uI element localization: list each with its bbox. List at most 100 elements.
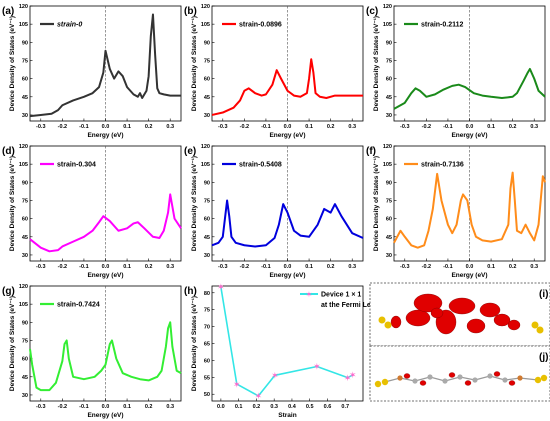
y-tick-label: 65 [204, 342, 210, 348]
y-tick-label: 45 [204, 95, 210, 101]
x-axis-label: Strain [278, 412, 296, 419]
y-axis-label: Device Density of States (eV⁻¹) [191, 156, 198, 251]
series-line [393, 67, 546, 110]
y-tick-label: 30 [204, 253, 210, 259]
chart-panel-6: (f) -0.3 -0.2 -0.1 0.0 0.1 0.2 0.3 30 45 60 75 90 105… [366, 144, 546, 279]
x-axis-label: Energy (eV) [87, 272, 123, 279]
y-axis-label: Device Density of States (eV⁻¹) [9, 296, 16, 391]
x-tick-label: -0.2 [422, 264, 431, 270]
y-tick-label: 50 [204, 392, 210, 398]
panel-i-image: (i) [369, 282, 550, 347]
x-tick-label: 0.1 [123, 124, 131, 130]
y-tick-label: 120 [383, 144, 392, 150]
x-axis-label: Energy (eV) [451, 132, 487, 139]
x-tick-label: 0.2 [145, 264, 153, 270]
x-tick-label: 0.3 [530, 264, 538, 270]
x-tick-label: 0.0 [466, 264, 474, 270]
panel-letter: (b) [184, 6, 197, 17]
legend-marker: ✶ [306, 290, 313, 299]
x-tick-label: -0.3 [218, 124, 227, 130]
x-tick-label: -0.3 [218, 264, 227, 270]
x-tick-label: 0.3 [166, 124, 174, 130]
x-tick-label: -0.3 [400, 264, 409, 270]
x-axis-label: Energy (eV) [87, 412, 123, 419]
panel-letter: (h) [184, 286, 197, 297]
y-axis-label: Device Density of States (eV⁻¹) [373, 16, 380, 111]
x-tick-label: -0.2 [240, 264, 249, 270]
y-tick-label: 75 [204, 308, 210, 314]
x-tick-label: -0.1 [79, 124, 88, 130]
x-tick-label: -0.3 [36, 404, 45, 410]
y-tick-label: 90 [204, 180, 210, 186]
data-point-marker: ✶ [349, 371, 357, 381]
x-tick-label: 0.6 [324, 404, 332, 410]
x-tick-label: 0.2 [509, 264, 517, 270]
y-tick-label: 75 [204, 198, 210, 204]
x-tick-label: 0.3 [166, 404, 174, 410]
x-tick-label: -0.3 [36, 124, 45, 130]
x-tick-label: 0.3 [348, 124, 356, 130]
chart-panel-4: (d) -0.3 -0.2 -0.1 0.0 0.1 0.2 0.3 30 45 60 75 90 105… [2, 144, 182, 279]
x-tick-label: 0.3 [270, 404, 278, 410]
series-line [393, 171, 546, 249]
y-axis-label: Device Density of States (eV⁻¹) [9, 16, 16, 111]
data-point-marker: ✶ [217, 283, 225, 293]
y-tick-label: 90 [204, 40, 210, 46]
y-tick-label: 45 [204, 235, 210, 241]
panel-letter: (g) [2, 286, 15, 297]
y-tick-label: 30 [204, 113, 210, 119]
chart-panel-2: (b) -0.3 -0.2 -0.1 0.0 0.1 0.2 0.3 30 45 60 75 90 105… [184, 4, 364, 139]
legend-label: strain-0.0896 [239, 22, 282, 29]
legend-annotation: at the Fermi Level [321, 302, 381, 309]
x-tick-label: 0.1 [123, 264, 131, 270]
gold-electrode-atoms [378, 316, 544, 334]
y-tick-label: 105 [201, 22, 210, 28]
x-tick-label: 0.0 [102, 124, 110, 130]
y-tick-label: 120 [383, 4, 392, 10]
y-tick-label: 120 [201, 4, 210, 10]
y-tick-label: 80 [204, 291, 210, 297]
x-tick-label: -0.1 [261, 264, 270, 270]
y-tick-label: 75 [386, 198, 392, 204]
y-tick-label: 30 [22, 393, 28, 399]
x-tick-label: 0.1 [487, 124, 495, 130]
y-tick-label: 120 [201, 144, 210, 150]
y-tick-label: 90 [386, 180, 392, 186]
y-tick-label: 60 [22, 77, 28, 83]
y-tick-label: 105 [19, 22, 28, 28]
data-point-marker: ✶ [255, 392, 263, 402]
legend-label: strain-0.7424 [57, 302, 100, 309]
y-tick-label: 60 [204, 77, 210, 83]
series-line [220, 286, 354, 397]
x-tick-label: -0.1 [79, 404, 88, 410]
x-tick-label: -0.1 [261, 124, 270, 130]
y-tick-label: 120 [19, 144, 28, 150]
legend-label: strain-0 [57, 22, 82, 29]
y-tick-label: 45 [22, 375, 28, 381]
panel-letter-i: (i) [539, 289, 548, 300]
legend-label: strain-0.304 [57, 162, 96, 169]
y-tick-label: 75 [204, 58, 210, 64]
series-line [29, 13, 181, 118]
data-point-marker: ✶ [271, 371, 279, 381]
y-tick-label: 90 [22, 180, 28, 186]
legend-label: strain-0.2112 [421, 22, 464, 29]
data-point-marker: ✶ [233, 380, 241, 390]
x-tick-label: 0.3 [166, 264, 174, 270]
x-tick-label: 0.5 [306, 404, 314, 410]
y-tick-label: 75 [386, 58, 392, 64]
panel-letter: (d) [2, 146, 15, 157]
x-tick-label: -0.2 [58, 124, 67, 130]
x-tick-label: 0.2 [509, 124, 517, 130]
x-tick-label: 0.2 [327, 264, 335, 270]
x-tick-label: 0.0 [284, 124, 292, 130]
y-axis-label: Device Density of States (eV⁻¹) [191, 16, 198, 111]
y-tick-label: 60 [386, 77, 392, 83]
x-tick-label: 0.7 [341, 404, 349, 410]
x-tick-label: 0.3 [348, 264, 356, 270]
x-tick-label: -0.3 [400, 124, 409, 130]
x-tick-label: 0.4 [288, 404, 297, 410]
y-axis-label: Device Density of States (eV⁻¹) [9, 156, 16, 251]
y-tick-label: 45 [22, 95, 28, 101]
x-tick-label: 0.2 [327, 124, 335, 130]
